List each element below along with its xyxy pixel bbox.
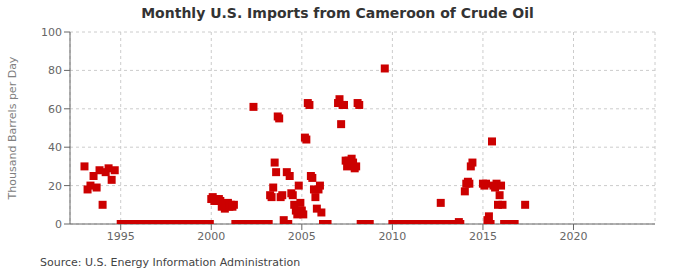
svg-text:2020: 2020 [559,230,587,243]
svg-text:2005: 2005 [288,230,316,243]
svg-text:80: 80 [48,64,62,77]
svg-text:Thousand Barrels per Day: Thousand Barrels per Day [8,56,19,200]
svg-text:2010: 2010 [378,230,406,243]
svg-text:2015: 2015 [469,230,497,243]
svg-text:0: 0 [55,218,62,231]
html-text:Monthly U.S. Imports from Came: Monthly U.S. Imports from Cameroon of Cr… [141,5,534,21]
svg-text:60: 60 [48,103,62,116]
svg-text:1995: 1995 [107,230,135,243]
svg-text:2000: 2000 [197,230,225,243]
svg-text:40: 40 [48,141,62,154]
svg-text:20: 20 [48,180,62,193]
svg-text:100: 100 [41,26,62,39]
html-text:Source: U.S. Energy Informatio: Source: U.S. Energy Information Administ… [40,256,301,269]
